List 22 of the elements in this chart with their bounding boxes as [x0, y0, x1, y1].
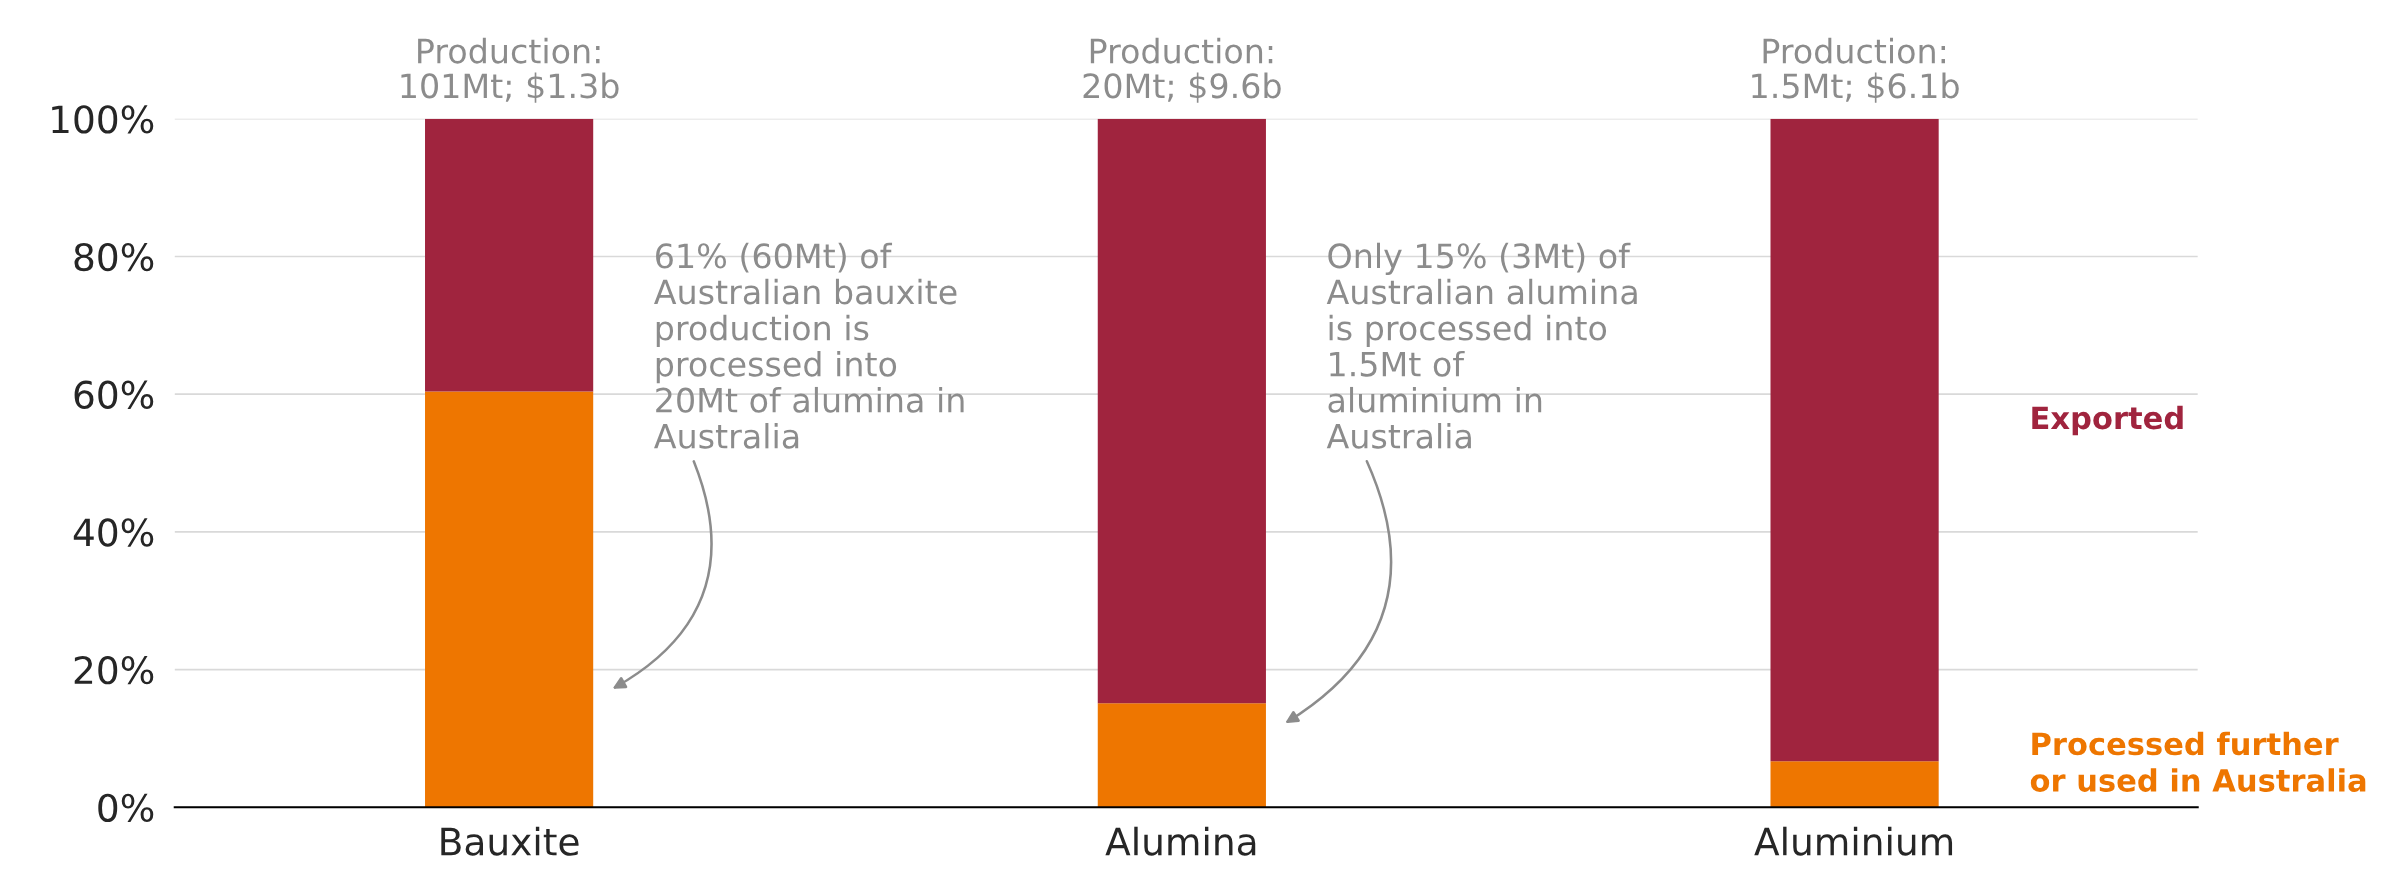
- annotation: Only 15% (3Mt) of Australian alumina is processed into 1.5Mt of aluminium in Australia: [1326, 242, 1637, 449]
- annotation: Production: 1.5Mt; $6.1b: [1752, 37, 1959, 103]
- bar: [1097, 118, 1266, 704]
- annotation: 61% (60Mt) of Australian bauxite production is processed into 20Mt of alumina in Australia: [654, 242, 964, 449]
- annotation: Production: 20Mt; $9.6b: [1083, 37, 1281, 103]
- x-tick-label: Alumina: [1105, 826, 1256, 856]
- annotation: Production: 101Mt; $1.3b: [401, 37, 619, 103]
- y-tick-label: 80%: [74, 242, 154, 272]
- bar: [1770, 761, 1939, 808]
- y-tick-label: 60%: [74, 380, 154, 409]
- y-tick-label: 0%: [98, 793, 154, 823]
- text: Processed further or used in Australia: [2030, 731, 2366, 792]
- bar: [425, 118, 594, 392]
- x-tick-label: Bauxite: [441, 826, 579, 856]
- y-tick-label: 100%: [52, 105, 154, 134]
- bar: [1097, 703, 1266, 808]
- x-tick-label: Aluminium: [1754, 826, 1953, 856]
- text: Exported: [2032, 405, 2183, 436]
- y-tick-label: 40%: [73, 518, 154, 547]
- bar: [1770, 118, 1939, 762]
- bar: [425, 391, 594, 808]
- y-tick-label: 20%: [74, 655, 154, 685]
